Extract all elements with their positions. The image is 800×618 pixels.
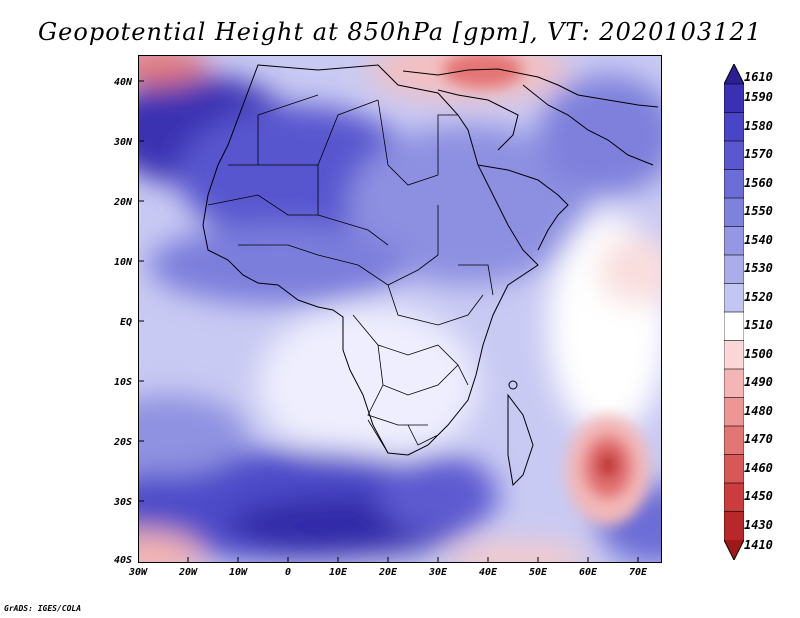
colorbar-label: 1460 (744, 460, 773, 475)
lon-label: 0 (284, 567, 292, 578)
grads-credit: GrADS: IGES/COLA (4, 604, 82, 613)
colorbar-label: 1560 (744, 175, 773, 190)
map-panel (138, 55, 662, 563)
colorbar-label: 1520 (744, 289, 773, 304)
colorbar-swatch (723, 226, 745, 256)
colorbar-swatch (723, 340, 745, 370)
lat-label: 10N (113, 257, 132, 268)
colorbar-swatches (723, 62, 745, 562)
colorbar-swatch (723, 169, 745, 199)
lat-label: 30N (113, 137, 132, 148)
colorbar-swatch (723, 397, 745, 427)
lon-label: 70E (628, 567, 648, 578)
colorbar-label: 1480 (744, 403, 773, 418)
colorbar-swatch (723, 112, 745, 142)
colorbar (723, 62, 800, 562)
colorbar-swatch (723, 83, 745, 114)
colorbar-label: 1580 (744, 118, 773, 133)
country-borders (207, 94, 494, 454)
map-title: Geopotential Height at 850hPa [gpm], VT:… (38, 18, 762, 46)
geopotential-map (138, 55, 662, 563)
colorbar-label: 1540 (744, 232, 773, 247)
colorbar-label: 1410 (744, 538, 773, 552)
colorbar-label: 1510 (744, 318, 773, 333)
colorbar-label: 1490 (744, 375, 773, 390)
lon-label: 30W (128, 567, 148, 578)
lon-label: 60E (578, 567, 598, 578)
colorbar-swatch (723, 311, 745, 342)
colorbar-label: 1550 (744, 204, 773, 219)
lon-label: 30E (428, 567, 448, 578)
lat-label: 30S (113, 497, 132, 508)
height-field (138, 55, 662, 563)
colorbar-swatch (723, 197, 745, 228)
colorbar-label: 1470 (744, 432, 773, 447)
low-pressure-center (443, 55, 650, 525)
lat-label: 20N (113, 197, 132, 208)
lon-label: 20E (378, 567, 398, 578)
colorbar-label: 1590 (744, 90, 773, 105)
colorbar-swatch (723, 482, 745, 513)
colorbar-swatch (723, 368, 745, 399)
lon-label: 10W (228, 567, 248, 578)
coastlines (202, 64, 659, 487)
colorbar-swatch (723, 454, 745, 484)
colorbar-swatch (723, 254, 745, 285)
colorbar-label: 1500 (744, 346, 773, 361)
lat-label: 40N (113, 77, 132, 88)
colorbar-label: 1530 (744, 261, 773, 276)
colorbar-label: 1570 (744, 147, 773, 162)
lon-label: 20W (178, 567, 198, 578)
colorbar-label: 1450 (744, 489, 773, 504)
axis-ticks (138, 80, 639, 563)
colorbar-swatch (724, 64, 744, 84)
colorbar-swatch (723, 140, 745, 171)
lat-label: 40S (113, 555, 132, 566)
colorbar-swatch (723, 425, 745, 456)
colorbar-label: 1610 (744, 70, 773, 84)
lon-label: 50E (528, 567, 548, 578)
colorbar-swatch (724, 540, 744, 560)
lat-label: EQ (119, 317, 132, 328)
lon-label: 10E (328, 567, 348, 578)
lat-label: 10S (113, 377, 132, 388)
colorbar-swatch (723, 511, 745, 541)
map-frame (138, 55, 662, 563)
lat-label: 20S (113, 437, 132, 448)
colorbar-swatch (723, 283, 745, 313)
lon-label: 40E (478, 567, 498, 578)
colorbar-label: 1430 (744, 517, 773, 532)
